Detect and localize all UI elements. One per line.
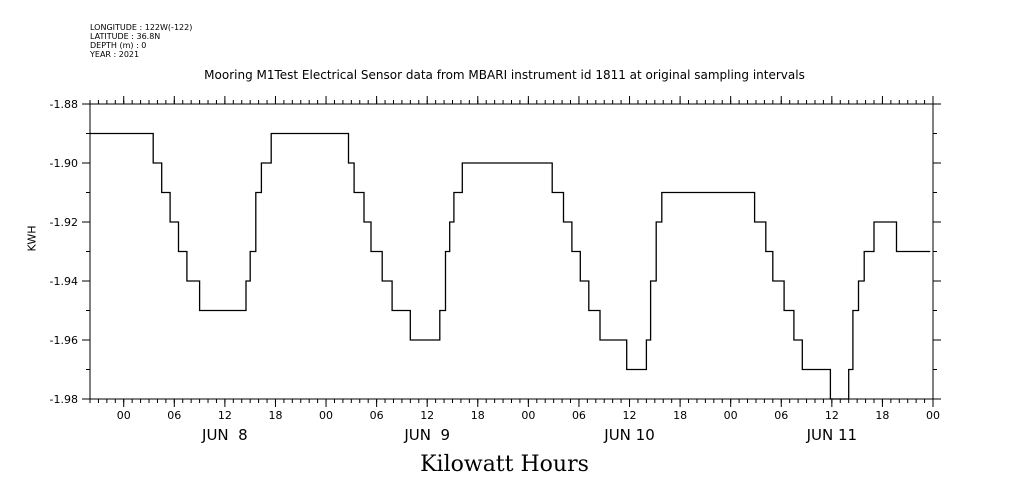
year-label: YEAR : 2021: [90, 50, 140, 59]
y-tick-label: -1.92: [50, 216, 78, 229]
longitude-label: LONGITUDE : 122W(-122): [90, 23, 193, 32]
x-day-label: JUN 9: [403, 426, 450, 444]
x-tick-label: 12: [420, 409, 434, 422]
x-tick-label: 00: [117, 409, 131, 422]
x-tick-label: 06: [167, 409, 181, 422]
x-tick-label: 00: [926, 409, 940, 422]
x-tick-label: 06: [370, 409, 384, 422]
x-axis-label: Kilowatt Hours: [420, 452, 589, 477]
y-tick-label: -1.98: [50, 393, 78, 406]
x-tick-label: 18: [268, 409, 282, 422]
latitude-label: LATITUDE : 36.8N: [90, 32, 161, 41]
x-tick-label: 00: [724, 409, 738, 422]
y-tick-label: -1.94: [50, 275, 78, 288]
plot-frame: [89, 103, 934, 400]
x-tick-label: 12: [218, 409, 232, 422]
x-day-label: JUN 10: [603, 426, 654, 444]
x-tick-label: 00: [319, 409, 333, 422]
x-day-label: JUN 8: [201, 426, 248, 444]
x-tick-label: 06: [572, 409, 586, 422]
x-tick-label: 18: [875, 409, 889, 422]
x-tick-label: 00: [521, 409, 535, 422]
x-tick-label: 18: [673, 409, 687, 422]
x-tick-label: 18: [471, 409, 485, 422]
x-tick-label: 12: [825, 409, 839, 422]
x-tick-label: 12: [623, 409, 637, 422]
y-tick-label: -1.96: [50, 334, 78, 347]
chart-title: Mooring M1Test Electrical Sensor data fr…: [204, 68, 805, 82]
y-tick-label: -1.88: [50, 98, 78, 111]
y-tick-label: -1.90: [50, 157, 78, 170]
x-tick-label: 06: [774, 409, 788, 422]
x-day-label: JUN 11: [806, 426, 857, 444]
series-line: [90, 132, 931, 400]
depth-label: DEPTH (m) : 0: [90, 41, 147, 50]
